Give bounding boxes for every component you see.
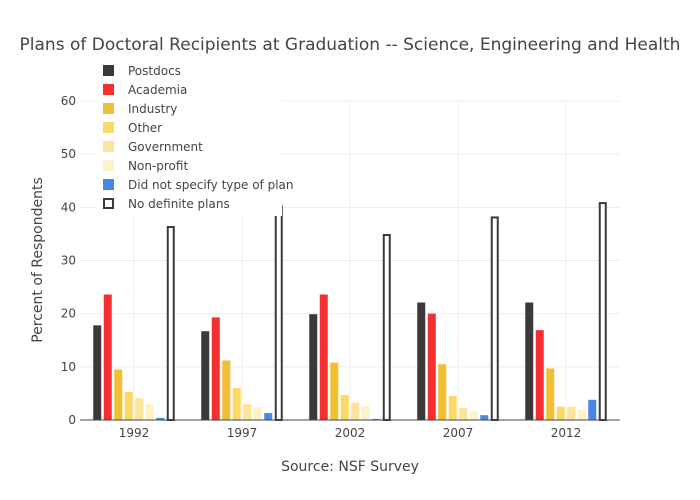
bar-did-not-specify-type-of-plan-2002[interactable] — [372, 418, 381, 420]
legend-swatch — [103, 160, 114, 171]
legend-label: No definite plans — [128, 197, 230, 211]
bar-government-2012[interactable] — [567, 406, 576, 420]
bar-non-profit-1992[interactable] — [145, 404, 154, 420]
bar-industry-2002[interactable] — [330, 362, 339, 420]
bar-other-2007[interactable] — [448, 396, 457, 420]
legend-label: Academia — [128, 83, 187, 97]
bar-industry-1997[interactable] — [222, 360, 231, 420]
bar-government-2002[interactable] — [351, 402, 360, 420]
y-tick-label: 20 — [61, 307, 76, 321]
bar-other-2012[interactable] — [556, 406, 565, 420]
y-tick-label: 40 — [61, 200, 76, 214]
bar-industry-2012[interactable] — [546, 368, 555, 420]
legend-item-non-profit[interactable]: Non-profit — [103, 159, 188, 173]
bar-did-not-specify-type-of-plan-1992[interactable] — [156, 417, 165, 420]
legend-item-did-not-specify-type-of-plan[interactable]: Did not specify type of plan — [103, 178, 294, 192]
bar-government-1992[interactable] — [135, 398, 144, 420]
bar-no-definite-plans-1992[interactable] — [166, 226, 175, 421]
legend-item-industry[interactable]: Industry — [103, 102, 177, 116]
y-tick-label: 30 — [61, 254, 76, 268]
legend-item-government[interactable]: Government — [103, 140, 203, 154]
bar-other-1997[interactable] — [232, 388, 241, 420]
bar-postdocs-2007[interactable] — [417, 302, 426, 420]
x-tick-label: 1992 — [119, 426, 150, 440]
bar-non-profit-1997[interactable] — [253, 407, 262, 420]
bar-postdocs-2012[interactable] — [525, 302, 534, 420]
axes: 0 10 20 30 40 50 60 1992 1997 2002 2007 2012 — [61, 94, 620, 440]
legend-label: Postdocs — [128, 64, 181, 78]
y-tick-label: 50 — [61, 147, 76, 161]
bar-government-2007[interactable] — [459, 407, 468, 420]
bar-industry-2007[interactable] — [438, 364, 447, 420]
bar-postdocs-1992[interactable] — [93, 325, 102, 420]
legend-swatch — [103, 103, 114, 114]
x-tick-label: 2012 — [551, 426, 582, 440]
bar-no-definite-plans-2002[interactable] — [382, 233, 391, 421]
legend-item-postdocs[interactable]: Postdocs — [103, 64, 181, 78]
bar-no-definite-plans-2012[interactable] — [598, 202, 607, 421]
legend-swatch — [103, 65, 114, 76]
bar-postdocs-2002[interactable] — [309, 314, 318, 420]
bar-academia-1997[interactable] — [211, 317, 220, 420]
bar-postdocs-1997[interactable] — [201, 331, 210, 420]
legend-label: Government — [128, 140, 203, 154]
bar-did-not-specify-type-of-plan-2007[interactable] — [480, 415, 489, 420]
y-tick-label: 0 — [68, 413, 76, 427]
bar-non-profit-2002[interactable] — [361, 406, 370, 420]
y-axis-label: Percent of Respondents — [30, 177, 46, 343]
legend-label: Did not specify type of plan — [128, 178, 294, 192]
legend-swatch — [103, 141, 114, 152]
legend-swatch — [103, 84, 114, 95]
legend-swatch — [103, 179, 114, 190]
bar-other-1992[interactable] — [124, 391, 133, 420]
x-tick-label: 2002 — [335, 426, 366, 440]
legend-label: Other — [128, 121, 162, 135]
legend-item-academia[interactable]: Academia — [103, 83, 187, 97]
bar-did-not-specify-type-of-plan-1997[interactable] — [264, 413, 273, 420]
bar-did-not-specify-type-of-plan-2012[interactable] — [588, 399, 597, 420]
bar-academia-2007[interactable] — [427, 313, 436, 420]
bar-academia-1992[interactable] — [103, 294, 112, 420]
legend-item-other[interactable]: Other — [103, 121, 162, 135]
legend-label: Industry — [128, 102, 177, 116]
legend[interactable]: Postdocs Academia Industry Other Government N… — [96, 60, 294, 216]
bar-non-profit-2007[interactable] — [469, 410, 478, 420]
legend-swatch — [103, 198, 114, 209]
bar-other-2002[interactable] — [340, 395, 349, 420]
legend-background — [96, 60, 282, 216]
x-tick-label: 2007 — [443, 426, 474, 440]
y-tick-label: 60 — [61, 94, 76, 108]
bar-academia-2002[interactable] — [319, 294, 328, 420]
x-tick-label: 1997 — [227, 426, 258, 440]
chart-title: Plans of Doctoral Recipients at Graduati… — [20, 35, 681, 55]
y-tick-label: 10 — [61, 360, 76, 374]
legend-item-no-definite-plans[interactable]: No definite plans — [103, 197, 230, 211]
legend-label: Non-profit — [128, 159, 188, 173]
bar-government-1997[interactable] — [243, 404, 252, 420]
bar-academia-2012[interactable] — [535, 330, 544, 420]
bar-no-definite-plans-2007[interactable] — [490, 216, 499, 421]
legend-swatch — [103, 122, 114, 133]
bar-non-profit-2012[interactable] — [577, 409, 586, 420]
x-axis-label: Source: NSF Survey — [281, 459, 419, 475]
bar-industry-1992[interactable] — [114, 369, 123, 420]
bar-no-definite-plans-1997[interactable] — [274, 205, 283, 421]
